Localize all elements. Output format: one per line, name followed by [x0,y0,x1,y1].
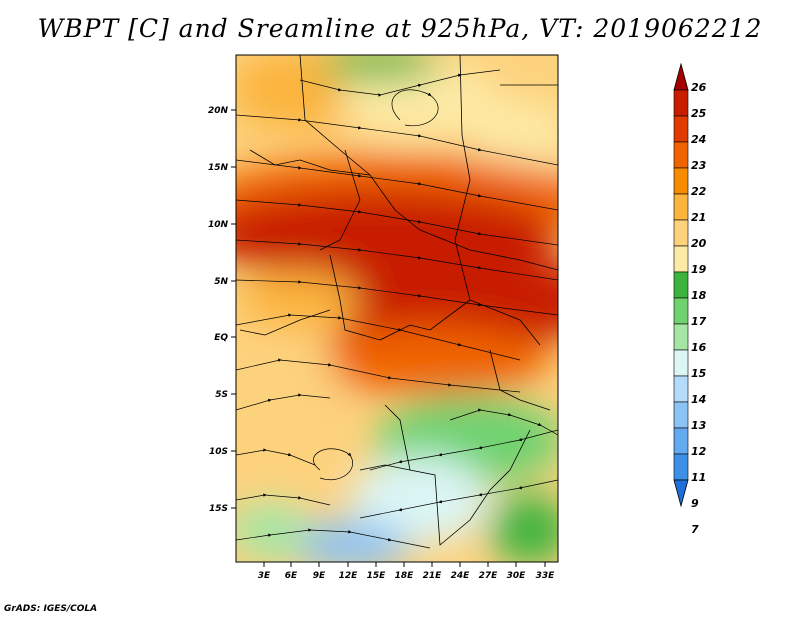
colorbar-label: 17 [691,315,707,328]
colorbar-label: 20 [691,237,707,250]
colorbar-box [673,115,689,143]
lon-label: 30E [507,571,527,581]
colorbar-box [673,401,689,429]
colorbar-box [673,349,689,377]
colorbar-label: 12 [691,445,707,458]
colorbar-label: 11 [691,471,706,484]
colorbar-top-arrow [673,62,689,91]
grads-credit: GrADS: IGES/COLA [4,604,98,614]
lat-label: 5S [215,390,228,400]
colorbar-box [673,219,689,247]
lat-tick-labels: 20N 15N 10N 5N EQ 5S 10S 15S [208,106,229,514]
colorbar-box [673,245,689,273]
colorbar-label: 26 [691,81,707,94]
lat-label: 10N [208,220,229,230]
colorbar-boxes [673,62,689,508]
lon-label: 27E [479,571,499,581]
colorbar-label: 22 [691,185,707,198]
lon-label: 15E [367,571,387,581]
wbpt-shading [236,55,558,562]
map-figure: 20N 15N 10N 5N EQ 5S 10S 15S 3E 6E 9E 12… [208,54,707,581]
colorbar-label: 14 [691,393,706,406]
colorbar-label: 7 [691,523,699,536]
chart-title: WBPT [C] and Sreamline at 925hPa, VT: 20… [37,14,763,43]
colorbar-label: 23 [691,159,707,172]
colorbar-box [673,89,689,117]
lon-label: 24E [451,571,471,581]
lon-label: 12E [339,571,359,581]
lat-label: 15N [208,163,229,173]
streamlines [236,69,558,549]
colorbar: 26 25 24 23 22 21 20 19 18 17 16 15 14 1… [673,62,707,536]
colorbar-box [673,297,689,325]
lon-label: 21E [423,571,443,581]
lat-label: 10S [209,447,228,457]
colorbar-label: 21 [691,211,706,224]
lon-label: 33E [536,571,556,581]
colorbar-label: 19 [691,263,707,276]
colorbar-box [673,375,689,403]
colorbar-labels: 26 25 24 23 22 21 20 19 18 17 16 15 14 1… [691,81,707,536]
lon-label: 3E [258,571,271,581]
colorbar-box [673,323,689,351]
colorbar-label: 13 [691,419,707,432]
colorbar-label: 15 [691,367,707,380]
colorbar-box [673,167,689,195]
colorbar-box [673,271,689,299]
lat-label: EQ [214,333,228,343]
colorbar-label: 25 [691,107,707,120]
colorbar-label: 18 [691,289,707,302]
lon-axis [263,562,546,567]
lat-label: 20N [208,106,229,116]
lon-label: 9E [313,571,326,581]
lat-label: 15S [209,504,228,514]
colorbar-label: 16 [691,341,707,354]
lon-label: 18E [395,571,415,581]
lon-label: 6E [285,571,298,581]
colorbar-box [673,141,689,169]
colorbar-box [673,453,689,481]
map-frame [235,54,559,563]
lat-axis [231,109,236,509]
lon-tick-labels: 3E 6E 9E 12E 15E 18E 21E 24E 27E 30E 33E [258,571,555,581]
colorbar-label: 9 [691,497,699,510]
colorbar-label: 24 [691,133,706,146]
colorbar-bottom-arrow [673,479,689,508]
colorbar-box [673,193,689,221]
lat-label: 5N [214,277,228,287]
colorbar-box [673,427,689,455]
